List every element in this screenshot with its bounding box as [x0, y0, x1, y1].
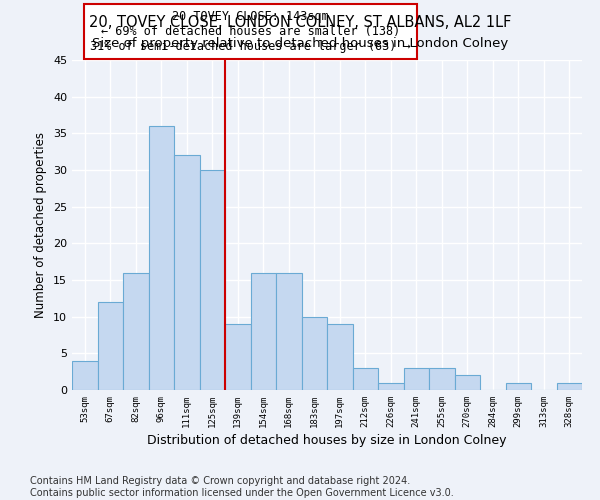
Bar [225, 324, 251, 390]
Bar [149, 126, 174, 390]
Text: 20, TOVEY CLOSE, LONDON COLNEY, ST ALBANS, AL2 1LF: 20, TOVEY CLOSE, LONDON COLNEY, ST ALBAN… [89, 15, 511, 30]
Bar [72, 360, 97, 390]
Bar [429, 368, 455, 390]
Bar [276, 272, 302, 390]
Bar [327, 324, 353, 390]
Bar [174, 156, 199, 390]
Bar [378, 382, 404, 390]
Text: Size of property relative to detached houses in London Colney: Size of property relative to detached ho… [92, 38, 508, 51]
Bar [123, 272, 149, 390]
Bar [199, 170, 225, 390]
Bar [557, 382, 582, 390]
Text: 20 TOVEY CLOSE: 143sqm
← 69% of detached houses are smaller (138)
31% of semi-de: 20 TOVEY CLOSE: 143sqm ← 69% of detached… [90, 10, 411, 54]
Bar [505, 382, 531, 390]
Bar [302, 316, 327, 390]
Text: Contains HM Land Registry data © Crown copyright and database right 2024.
Contai: Contains HM Land Registry data © Crown c… [30, 476, 454, 498]
Bar [455, 376, 480, 390]
Bar [97, 302, 123, 390]
Bar [251, 272, 276, 390]
X-axis label: Distribution of detached houses by size in London Colney: Distribution of detached houses by size … [147, 434, 507, 447]
Bar [404, 368, 429, 390]
Y-axis label: Number of detached properties: Number of detached properties [34, 132, 47, 318]
Bar [353, 368, 378, 390]
